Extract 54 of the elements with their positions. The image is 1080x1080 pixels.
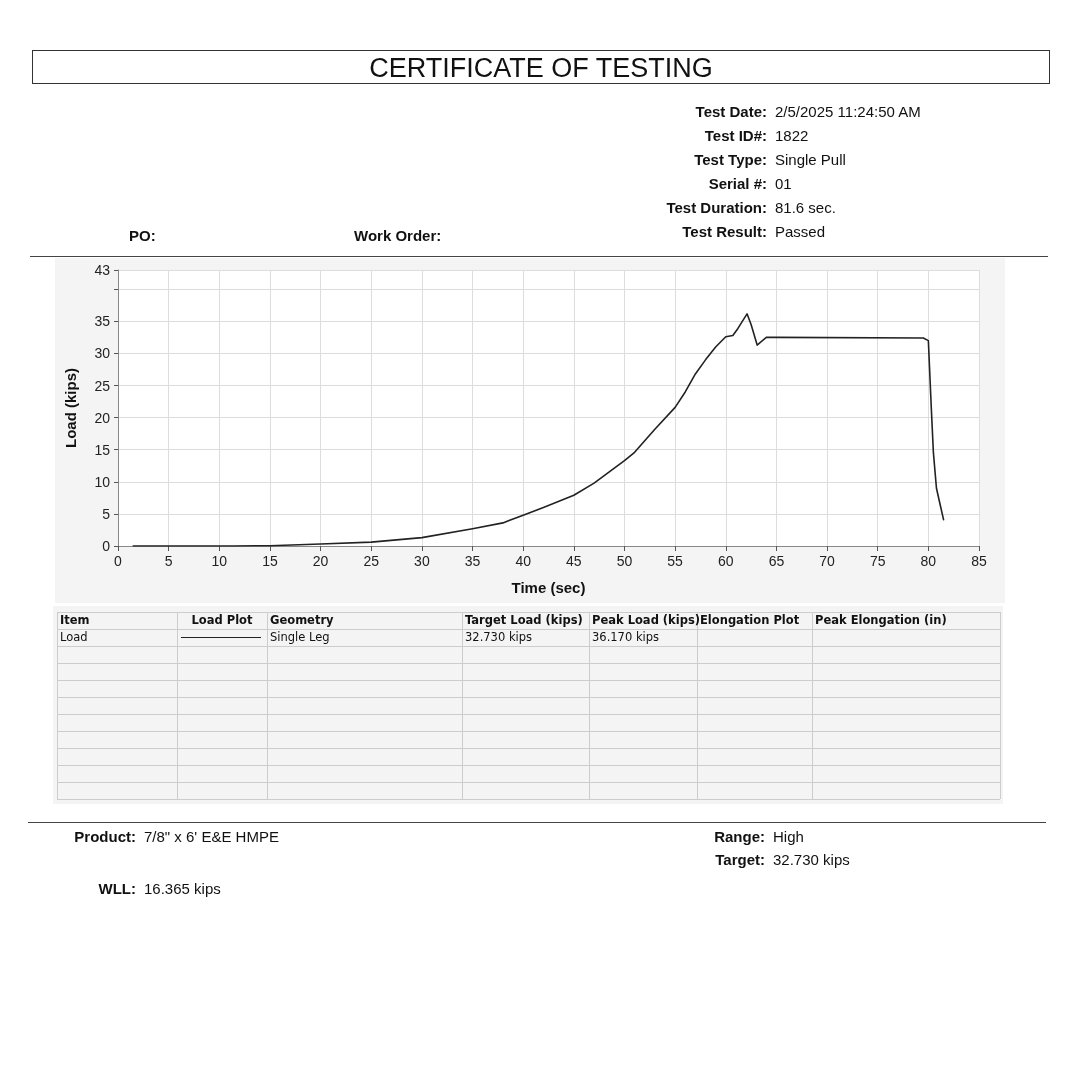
- x-tick-label: 20: [312, 553, 329, 569]
- x-tick-label: 75: [869, 553, 886, 569]
- text: Target Load (kips): [465, 613, 584, 627]
- text: Test Date: 2/5/2025 11:24:50 AM: [694, 103, 921, 120]
- text: Serial #: 01: [707, 175, 793, 192]
- x-tick-label: 85: [971, 553, 987, 569]
- y-tick-label: 43: [94, 262, 111, 278]
- text: Range: High: [713, 828, 805, 845]
- text: Single Leg: [270, 630, 330, 644]
- text: Product: 7/8" x 6' E&E HMPE: [73, 828, 279, 845]
- text: Target: 32.730 kips: [714, 851, 850, 868]
- x-tick-label: 35: [464, 553, 481, 569]
- x-tick-label: 40: [515, 553, 532, 569]
- y-tick-label: 10: [94, 473, 111, 490]
- x-tick-label: 5: [164, 553, 173, 569]
- text: Peak Elongation (in): [815, 613, 948, 627]
- text: PO:: [129, 227, 156, 244]
- x-tick-label: 15: [262, 553, 278, 569]
- y-tick-label: 5: [102, 505, 111, 522]
- y-tick-label: 25: [94, 377, 111, 394]
- text: Item: [60, 613, 91, 627]
- y-axis-title: Load (kips): [62, 367, 79, 449]
- text: Elongation Plot: [700, 613, 801, 627]
- y-tick-label: 20: [94, 409, 111, 426]
- text: Peak Load (kips): [592, 613, 701, 627]
- text: 32.730 kips: [465, 630, 533, 644]
- text: Test Result: Passed: [681, 223, 827, 240]
- chart-title: CERTIFICATE OF TESTING: [32, 50, 1050, 84]
- text: Test Type: Single Pull: [693, 151, 847, 168]
- x-axis-title: Time (sec): [511, 579, 586, 596]
- text: WLL: 16.365 kips: [97, 880, 221, 897]
- x-tick-label: 70: [819, 553, 836, 569]
- x-tick-label: 25: [363, 553, 380, 569]
- text: 36.170 kips: [592, 630, 660, 644]
- y-tick-label: 35: [94, 313, 111, 330]
- text: Test Duration: 81.6 sec.: [665, 199, 837, 216]
- line-series: [132, 313, 945, 547]
- x-tick-label: 50: [616, 553, 633, 569]
- text: Load: [60, 630, 88, 644]
- x-tick-label: 65: [768, 553, 785, 569]
- text: Work Order:: [354, 227, 442, 244]
- text: Geometry: [270, 613, 335, 627]
- y-tick-label: 0: [102, 538, 111, 554]
- text: Load Plot: [190, 613, 254, 627]
- x-tick-label: 10: [211, 553, 228, 569]
- y-tick-label: 15: [94, 441, 111, 458]
- x-tick-label: 45: [566, 553, 582, 569]
- y-tick-label: 30: [94, 345, 111, 362]
- x-tick-label: 0: [114, 553, 123, 569]
- x-tick-label: 80: [920, 553, 937, 569]
- text: Test ID#: 1822: [703, 127, 810, 144]
- x-tick-label: 30: [414, 553, 430, 569]
- x-tick-label: 60: [717, 553, 734, 569]
- x-tick-label: 55: [667, 553, 684, 569]
